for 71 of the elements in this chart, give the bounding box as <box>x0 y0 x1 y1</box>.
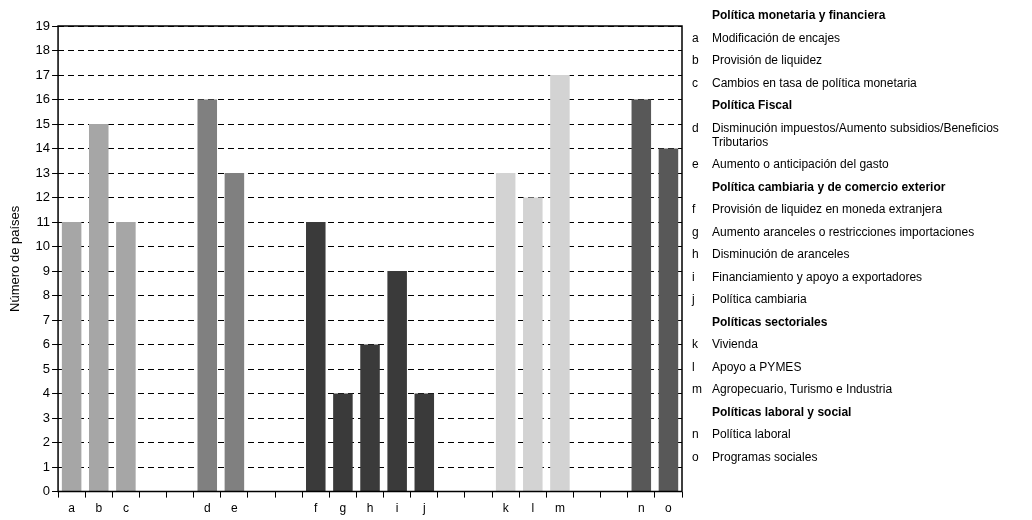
y-tick-label: 4 <box>42 385 51 401</box>
y-tick-label: 8 <box>42 287 51 303</box>
text: h Disminución de aranceles <box>692 247 850 261</box>
y-tick-label: 7 <box>42 311 51 327</box>
bar <box>658 148 679 492</box>
text: d Disminución impuestos/Aumento subsidios/Beneficios Tributarios <box>692 120 1000 149</box>
bar <box>631 99 652 492</box>
y-tick-label: 12 <box>35 189 51 205</box>
text: o Programas sociales <box>692 449 818 464</box>
y-tick-label: 3 <box>42 409 51 425</box>
y-tick-label: 16 <box>35 91 51 107</box>
y-tick-label: 6 <box>42 336 51 352</box>
y-tick-label: 13 <box>35 164 51 180</box>
bar <box>197 99 218 492</box>
text: Política cambiaria y de comercio exterior <box>712 179 947 194</box>
bar <box>495 173 516 492</box>
bar <box>333 393 353 492</box>
x-tick-label: i <box>395 501 399 516</box>
y-tick-label: 19 <box>35 17 51 33</box>
text: c Cambios en tasa de política monetaria <box>692 75 917 90</box>
x-tick-label: o <box>665 501 673 516</box>
y-tick-label: 5 <box>42 360 51 376</box>
bar <box>387 271 407 492</box>
y-tick-label: 1 <box>42 458 51 474</box>
bar <box>61 222 82 492</box>
bar <box>360 344 380 492</box>
y-tick-label: 0 <box>42 483 51 499</box>
text: l Apoyo a PYMES <box>692 359 802 374</box>
text: a Modificación de encajes <box>692 30 841 45</box>
x-tick-label: e <box>231 501 239 516</box>
y-tick-label: 11 <box>36 213 51 229</box>
x-tick-label: k <box>502 501 510 516</box>
x-tick-label: b <box>95 501 103 516</box>
x-tick-label: h <box>366 501 374 516</box>
y-tick-label: 17 <box>35 66 51 82</box>
x-tick-label: f <box>314 501 319 516</box>
x-tick-label: g <box>339 501 347 516</box>
x-tick-label: a <box>68 501 76 516</box>
x-tick-label: c <box>122 501 129 516</box>
y-tick-label: 14 <box>35 140 51 156</box>
y-tick-label: 18 <box>35 42 51 58</box>
x-tick-label: n <box>637 501 645 516</box>
x-tick-label: j <box>421 501 426 516</box>
bar <box>414 393 435 492</box>
text: g Aumento aranceles o restricciones importaciones <box>692 224 975 239</box>
text: f Provisión de liquidez en moneda extranjera <box>692 202 943 216</box>
x-tick-label: d <box>203 501 211 516</box>
bar <box>88 124 109 492</box>
text: b Provisión de liquidez <box>692 53 823 67</box>
text: e Aumento o anticipación del gasto <box>692 157 889 171</box>
bar <box>523 197 543 492</box>
text: k Vivienda <box>692 337 758 351</box>
bar <box>116 222 136 492</box>
text: m Agropecuario, Turismo e Industria <box>692 382 893 396</box>
text: j Política cambiaria <box>692 292 807 306</box>
text: Política monetaria y financiera <box>712 8 887 22</box>
x-tick-label: l <box>531 501 535 516</box>
text: i Financiamiento y apoyo a exportadores <box>692 269 923 284</box>
bar <box>550 75 570 492</box>
text: n Política laboral <box>692 427 791 441</box>
y-axis-title: Número de países <box>7 205 23 312</box>
y-tick-label: 15 <box>35 115 51 131</box>
y-tick-label: 2 <box>42 434 51 450</box>
text: Política Fiscal <box>712 98 794 112</box>
bar <box>306 222 326 492</box>
text: Políticas laboral y social <box>712 404 853 419</box>
text: Políticas sectoriales <box>712 314 829 329</box>
bar <box>224 173 245 492</box>
x-tick-label: m <box>554 501 565 516</box>
y-tick-label: 9 <box>42 262 51 278</box>
y-tick-label: 10 <box>35 238 51 254</box>
